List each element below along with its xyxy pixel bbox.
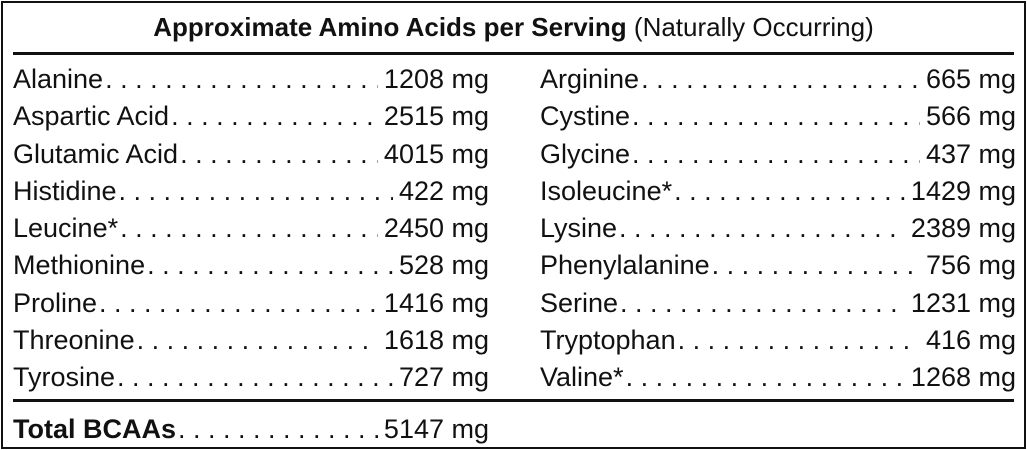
- amino-acid-name: Glycine: [540, 138, 631, 169]
- amino-acid-amount: 2515 mg: [383, 101, 489, 132]
- amino-acid-row: Serine 1231 mg: [540, 285, 1016, 322]
- dot-leader: [99, 285, 378, 322]
- total-name: Total BCAAs: [13, 414, 177, 444]
- amino-acid-row: Valine* 1268 mg: [540, 359, 1016, 396]
- right-column: Arginine 665 mg Cystine 566 mg Glycine 437 mg…: [540, 61, 1016, 397]
- amino-acid-amount: 416 mg: [925, 325, 1016, 356]
- amino-acid-amount: 1208 mg: [383, 64, 489, 94]
- amino-acid-row: Glutamic Acid 4015 mg: [13, 136, 489, 173]
- dot-leader: [147, 247, 393, 284]
- amino-acid-amount: 1618 mg: [383, 325, 489, 356]
- amino-acid-amount: 422 mg: [398, 175, 489, 206]
- dot-leader: [180, 136, 378, 173]
- amino-acid-amount: 756 mg: [925, 250, 1016, 281]
- amino-acid-row: Tryptophan 416 mg: [540, 322, 1016, 359]
- amino-acid-name: Threonine: [13, 325, 135, 356]
- amino-acid-row: Cystine 566 mg: [540, 98, 1016, 135]
- amino-acid-name: Serine: [540, 287, 619, 318]
- amino-acid-name: Aspartic Acid: [13, 101, 170, 132]
- amino-acid-amount: 2389 mg: [910, 213, 1016, 244]
- amino-acid-row: Lysine 2389 mg: [540, 210, 1016, 247]
- dot-leader: [119, 173, 393, 210]
- total-row: Total BCAAs 5147 mg: [13, 411, 489, 448]
- dot-leader: [632, 98, 920, 135]
- total-value: 5147 mg: [383, 414, 489, 444]
- amino-acid-amount: 437 mg: [925, 138, 1016, 169]
- dot-leader: [678, 322, 920, 359]
- amino-acid-amount: 1416 mg: [383, 287, 489, 318]
- amino-acid-row: Proline 1416 mg: [13, 285, 489, 322]
- dot-leader: [674, 173, 905, 210]
- amino-acid-name: Cystine: [540, 101, 631, 132]
- amino-acid-amount: 1268 mg: [910, 362, 1016, 393]
- amino-acid-row: Tyrosine 727 mg: [13, 359, 489, 396]
- dot-leader: [120, 210, 378, 247]
- amino-acid-row: Aspartic Acid 2515 mg: [13, 98, 489, 135]
- amino-acid-amount: 1429 mg: [910, 175, 1016, 206]
- dot-leader: [620, 285, 905, 322]
- total-rule: [13, 399, 1014, 402]
- amino-acid-row: Arginine 665 mg: [540, 61, 1016, 98]
- amino-acid-row: Leucine* 2450 mg: [13, 210, 489, 247]
- amino-acid-name: Isoleucine*: [540, 175, 673, 206]
- header-rule: [13, 52, 1014, 55]
- dot-leader: [626, 359, 905, 396]
- amino-acid-row: Glycine 437 mg: [540, 136, 1016, 173]
- amino-acid-amount: 528 mg: [398, 250, 489, 281]
- amino-acid-name: Leucine*: [13, 213, 119, 244]
- dot-leader: [641, 61, 920, 98]
- amino-acid-name: Lysine: [540, 213, 618, 244]
- amino-acid-amount: 727 mg: [398, 362, 489, 393]
- amino-acid-name: Tyrosine: [13, 362, 116, 393]
- dot-leader: [178, 411, 378, 448]
- dot-leader: [632, 136, 920, 173]
- amino-acid-name: Proline: [13, 287, 98, 318]
- dot-leader: [712, 247, 920, 284]
- amino-acid-amount: 1231 mg: [910, 287, 1016, 318]
- amino-acid-name: Alanine: [13, 64, 104, 94]
- amino-acid-name: Arginine: [540, 64, 640, 94]
- title-bold: Approximate Amino Acids per Serving: [153, 12, 627, 42]
- amino-acid-name: Phenylalanine: [540, 250, 710, 281]
- amino-acid-row: Phenylalanine 756 mg: [540, 247, 1016, 284]
- title-note: (Naturally Occurring): [633, 12, 874, 42]
- amino-acid-amount: 4015 mg: [383, 138, 489, 169]
- left-column: Alanine 1208 mg Aspartic Acid 2515 mg Glutam…: [13, 61, 489, 397]
- dot-leader: [117, 359, 393, 396]
- panel-title: Approximate Amino Acids per Serving (Nat…: [3, 9, 1024, 45]
- amino-acid-name: Valine*: [540, 362, 624, 393]
- amino-acid-name: Methionine: [13, 250, 146, 281]
- amino-acid-name: Tryptophan: [540, 325, 676, 356]
- amino-acid-row: Threonine 1618 mg: [13, 322, 489, 359]
- amino-acid-row: Alanine 1208 mg: [13, 61, 489, 98]
- dot-leader: [105, 61, 378, 98]
- amino-acid-amount: 566 mg: [925, 101, 1016, 132]
- dot-leader: [137, 322, 378, 359]
- dot-leader: [619, 210, 905, 247]
- amino-acid-row: Histidine 422 mg: [13, 173, 489, 210]
- amino-acid-amount: 2450 mg: [383, 213, 489, 244]
- amino-acid-name: Glutamic Acid: [13, 138, 179, 169]
- amino-acid-name: Histidine: [13, 175, 117, 206]
- dot-leader: [171, 98, 378, 135]
- amino-acid-row: Methionine 528 mg: [13, 247, 489, 284]
- amino-acid-amount: 665 mg: [925, 64, 1016, 94]
- amino-acid-row: Isoleucine* 1429 mg: [540, 173, 1016, 210]
